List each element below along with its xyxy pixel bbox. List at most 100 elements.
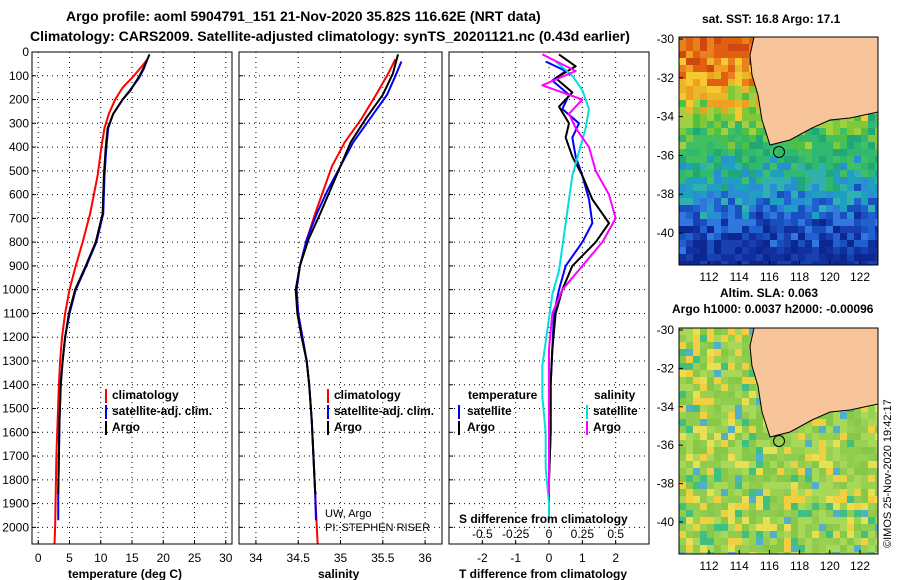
sst-map-frame [678,36,879,266]
sla-cell [721,482,728,489]
sla-cell [791,447,798,454]
sla-cell [693,510,700,517]
depth-tick-label: 0 [22,45,29,59]
sla-cell [700,412,707,419]
sst-cell [784,156,791,163]
sst-cell [693,177,700,184]
sla-cell [798,545,805,552]
sst-cell [700,128,707,135]
sst-cell [721,205,728,212]
sla-cell [847,517,854,524]
sst-cell [784,212,791,219]
sst-cell [847,240,854,247]
sla-cell [875,412,878,419]
sst-cell [686,44,693,51]
sla-cell [763,454,770,461]
sla-cell [784,447,791,454]
sst-cell [707,142,714,149]
sst-cell [749,149,756,156]
sst-cell [868,149,875,156]
sla-cell [728,538,735,545]
sst-cell [833,205,840,212]
sst-cell [826,233,833,240]
sst-cell [707,121,714,128]
sst-cell [693,135,700,142]
sst-cell [749,128,756,135]
depth-tick-label: 1600 [2,425,29,439]
sla-cell [693,335,700,342]
sla-cell [777,440,784,447]
sst-cell [854,184,861,191]
sla-cell [700,342,707,349]
depth-tick-label: 100 [9,69,29,83]
sst-cell [700,163,707,170]
sst-cell [777,170,784,177]
sla-cell [686,328,693,335]
sla-cell [763,489,770,496]
sst-cell [777,149,784,156]
sst-cell [686,142,693,149]
sla-cell [679,475,686,482]
sla-cell [854,482,861,489]
sst-cell [868,240,875,247]
sst-cell [798,177,805,184]
sst-cell [728,107,735,114]
sla-cell [728,545,735,552]
sst-cell [735,233,742,240]
sst-cell [861,142,868,149]
sst-cell [700,156,707,163]
salinity-legend: climatology satellite-adj. clim. Argo UW… [325,388,434,534]
sst-cell [833,261,840,265]
sst-cell [819,156,826,163]
sst-cell [812,226,819,233]
sst-cell [686,254,693,261]
sst-cell [735,135,742,142]
sst-cell [700,51,707,58]
sla-cell [791,440,798,447]
sla-cell [833,468,840,475]
sla-cell [742,433,749,440]
sla-cell [840,440,847,447]
sst-cell [819,254,826,261]
sst-cell [707,156,714,163]
legend-s-satellite-label: satellite [593,404,638,418]
sst-cell [700,65,707,72]
sla-cell [833,503,840,510]
sla-cell [791,524,798,531]
sla-cell [756,545,763,552]
sst-cell [707,44,714,51]
sst-cell [749,198,756,205]
sla-cell [735,377,742,384]
sla-cell [735,426,742,433]
sst-cell [749,184,756,191]
sst-cell [861,233,868,240]
sla-cell [756,475,763,482]
sst-cell [700,170,707,177]
sla-cell [707,461,714,468]
sla-cell [875,461,878,468]
sst-cell [777,254,784,261]
sla-cell [707,405,714,412]
sla-cell [833,524,840,531]
sst-cell [756,240,763,247]
sla-cell [693,377,700,384]
sst-cell [735,177,742,184]
sla-cell [805,489,812,496]
sst-cell [819,184,826,191]
sla-cell [714,384,721,391]
sst-cell [847,205,854,212]
sst-cell [868,247,875,254]
sst-cell [742,191,749,198]
sla-cell [868,524,875,531]
sst-cell [798,226,805,233]
sst-cell [721,37,728,44]
sla-cell [721,510,728,517]
sst-cell [679,100,686,107]
sst-cell [693,219,700,226]
s-diff-tick-label: -0.5 [472,527,493,541]
sst-cell [707,170,714,177]
depth-tick-label: 800 [9,235,29,249]
sst-cell [707,261,714,265]
sla-cell [742,517,749,524]
sla-cell [875,482,878,489]
